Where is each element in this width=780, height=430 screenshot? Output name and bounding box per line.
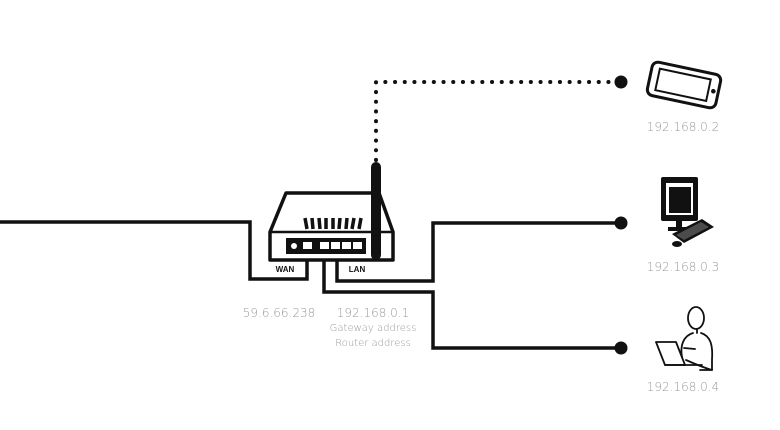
laptop-ip-address: 192.168.0.4	[646, 380, 720, 394]
router-vent-slots	[303, 217, 363, 230]
router-lan-port-1	[320, 242, 329, 249]
smartphone-ip-address: 192.168.0.2	[646, 120, 720, 134]
desktop-computer-icon	[661, 177, 714, 247]
router-antenna-icon	[371, 162, 381, 260]
lan-port-label: LAN	[348, 265, 366, 274]
router-power-port	[291, 243, 297, 249]
router-address-note: Router address	[335, 338, 411, 349]
laptop-wired-link	[322, 247, 621, 350]
router-wan-port	[303, 242, 312, 249]
router-icon	[268, 162, 395, 262]
wireless-link	[374, 80, 623, 162]
router-lan-port-4	[353, 242, 362, 249]
desktop-ip-address: 192.168.0.3	[646, 260, 720, 274]
desktop-wired-link	[335, 221, 621, 283]
router-lan-port-3	[342, 242, 351, 249]
gateway-address-note: Gateway address	[329, 323, 417, 334]
laptop-connection-dot	[614, 341, 628, 355]
desktop-connection-dot	[614, 216, 628, 230]
lan-ip-address: 192.168.0.1	[336, 306, 410, 320]
internet-uplink-line	[0, 220, 309, 281]
person-with-laptop-icon	[655, 306, 714, 371]
smartphone-icon	[645, 60, 723, 110]
wan-ip-address: 59.6.66.238	[242, 306, 316, 320]
wan-port-label: WAN	[275, 265, 295, 274]
router-lan-port-2	[331, 242, 340, 249]
smartphone-connection-dot	[614, 75, 628, 89]
